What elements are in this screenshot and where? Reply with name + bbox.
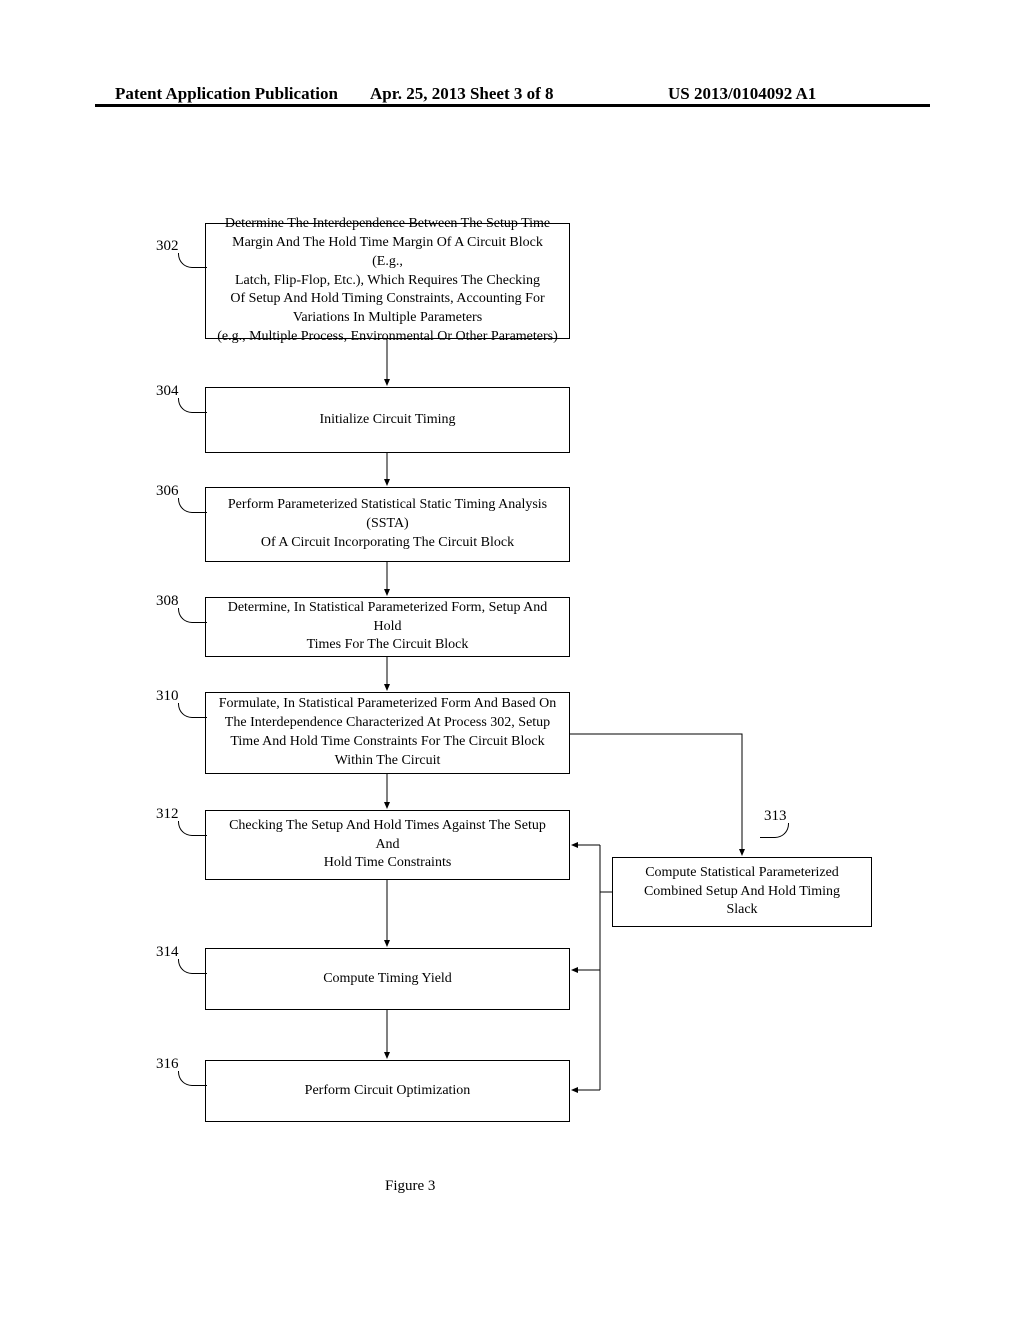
- header-divider: [95, 104, 930, 107]
- step-316-box: Perform Circuit Optimization: [205, 1060, 570, 1122]
- ref-306-connector: [178, 498, 207, 513]
- step-302-text: Determine The Interdependence Between Th…: [216, 215, 559, 347]
- step-308-text: Determine, In Statistical Parameterized …: [216, 599, 559, 656]
- ref-304-connector: [178, 398, 207, 413]
- ref-314-connector: [178, 959, 207, 974]
- header-publication: Patent Application Publication: [115, 84, 338, 104]
- ref-313-connector: [760, 823, 789, 838]
- step-314-box: Compute Timing Yield: [205, 948, 570, 1010]
- step-302-box: Determine The Interdependence Between Th…: [205, 223, 570, 339]
- ref-310-connector: [178, 703, 207, 718]
- step-304-box: Initialize Circuit Timing: [205, 387, 570, 453]
- header-pub-number: US 2013/0104092 A1: [668, 84, 816, 104]
- step-316-text: Perform Circuit Optimization: [305, 1082, 471, 1101]
- step-310-box: Formulate, In Statistical Parameterized …: [205, 692, 570, 774]
- step-313-box: Compute Statistical Parameterized Combin…: [612, 857, 872, 927]
- step-310-text: Formulate, In Statistical Parameterized …: [219, 695, 556, 771]
- ref-302: 302: [156, 238, 179, 255]
- ref-310: 310: [156, 688, 179, 705]
- ref-302-connector: [178, 253, 207, 268]
- ref-314: 314: [156, 944, 179, 961]
- figure-caption: Figure 3: [385, 1178, 435, 1195]
- step-312-text: Checking The Setup And Hold Times Agains…: [216, 817, 559, 874]
- ref-308: 308: [156, 593, 179, 610]
- page: Patent Application Publication Apr. 25, …: [0, 0, 1024, 1320]
- flow-arrows: [0, 0, 1024, 1320]
- step-304-text: Initialize Circuit Timing: [319, 411, 455, 430]
- step-308-box: Determine, In Statistical Parameterized …: [205, 597, 570, 657]
- step-312-box: Checking The Setup And Hold Times Agains…: [205, 810, 570, 880]
- ref-316: 316: [156, 1056, 179, 1073]
- step-306-text: Perform Parameterized Statistical Static…: [228, 496, 547, 553]
- step-314-text: Compute Timing Yield: [323, 970, 452, 989]
- ref-304: 304: [156, 383, 179, 400]
- header-date-sheet: Apr. 25, 2013 Sheet 3 of 8: [370, 84, 554, 104]
- ref-312-connector: [178, 821, 207, 836]
- ref-316-connector: [178, 1071, 207, 1086]
- step-306-box: Perform Parameterized Statistical Static…: [205, 487, 570, 562]
- ref-306: 306: [156, 483, 179, 500]
- ref-312: 312: [156, 806, 179, 823]
- ref-308-connector: [178, 608, 207, 623]
- step-313-text: Compute Statistical Parameterized Combin…: [644, 864, 840, 921]
